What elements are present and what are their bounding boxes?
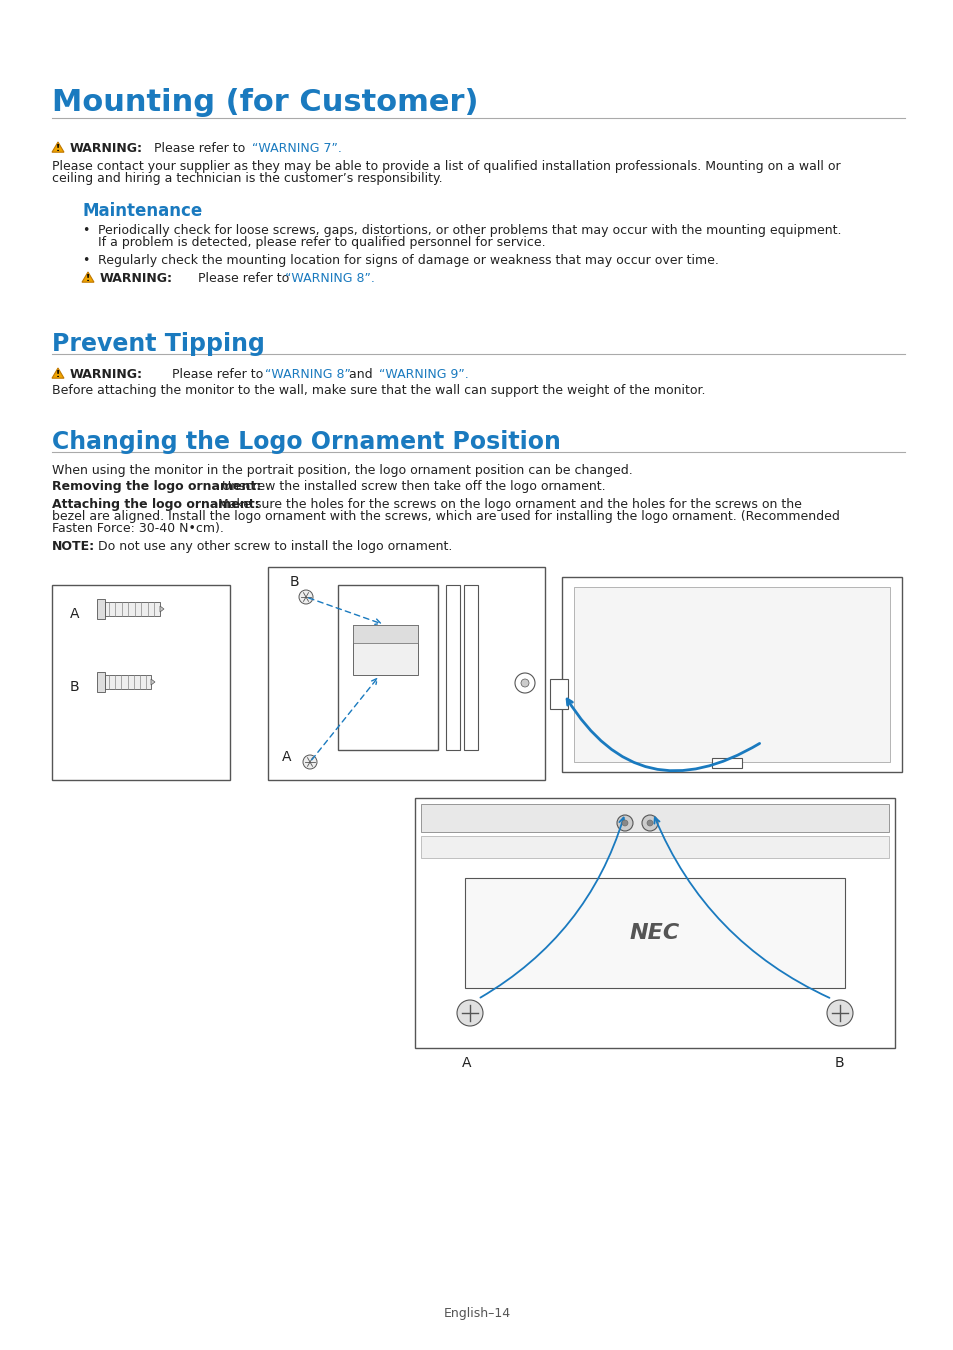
Polygon shape: [151, 679, 154, 684]
Circle shape: [298, 590, 313, 603]
Text: Prevent Tipping: Prevent Tipping: [52, 332, 265, 356]
Polygon shape: [52, 369, 64, 378]
Text: •: •: [82, 224, 90, 238]
Text: NEC: NEC: [629, 923, 679, 944]
Text: Mounting (for Customer): Mounting (for Customer): [52, 88, 478, 117]
Text: Make sure the holes for the screws on the logo ornament and the holes for the sc: Make sure the holes for the screws on th…: [213, 498, 801, 512]
Circle shape: [826, 1000, 852, 1026]
Text: WARNING:: WARNING:: [100, 271, 172, 285]
Bar: [446, 585, 459, 751]
Text: Before attaching the monitor to the wall, make sure that the wall can support th: Before attaching the monitor to the wall…: [52, 383, 705, 397]
Text: NOTE:: NOTE:: [52, 540, 95, 553]
Text: !: !: [86, 274, 90, 284]
Bar: [353, 625, 417, 675]
Bar: [711, 757, 741, 768]
Text: ceiling and hiring a technician is the customer’s responsibility.: ceiling and hiring a technician is the c…: [52, 171, 442, 185]
Bar: [97, 672, 105, 693]
Text: A: A: [70, 608, 79, 621]
Bar: [464, 878, 844, 988]
Text: Changing the Logo Ornament Position: Changing the Logo Ornament Position: [52, 431, 560, 454]
Text: Please refer to: Please refer to: [190, 271, 293, 285]
Bar: [105, 675, 151, 688]
Text: Regularly check the mounting location for signs of damage or weakness that may o: Regularly check the mounting location fo…: [98, 254, 719, 267]
Text: and: and: [345, 369, 376, 381]
Text: WARNING:: WARNING:: [70, 369, 143, 381]
Text: Fasten Force: 30-40 N•cm).: Fasten Force: 30-40 N•cm).: [52, 522, 224, 535]
Bar: [52, 585, 230, 780]
Bar: [337, 585, 437, 751]
Bar: [268, 567, 544, 780]
Text: B: B: [70, 680, 79, 694]
Text: Attaching the logo ornament:: Attaching the logo ornament:: [52, 498, 259, 512]
Text: When using the monitor in the portrait position, the logo ornament position can : When using the monitor in the portrait p…: [52, 464, 632, 477]
Text: B: B: [290, 575, 299, 589]
Circle shape: [303, 755, 316, 770]
Text: WARNING:: WARNING:: [70, 142, 143, 155]
Text: If a problem is detected, please refer to qualified personnel for service.: If a problem is detected, please refer t…: [98, 236, 545, 248]
Bar: [420, 836, 888, 859]
Text: B: B: [834, 1056, 843, 1071]
Text: !: !: [56, 144, 60, 153]
Text: Please contact your supplier as they may be able to provide a list of qualified : Please contact your supplier as they may…: [52, 161, 840, 173]
Circle shape: [641, 815, 658, 832]
Text: “WARNING 7”.: “WARNING 7”.: [252, 142, 341, 155]
Bar: [561, 576, 901, 772]
Polygon shape: [160, 606, 164, 612]
Text: Removing the logo ornament:: Removing the logo ornament:: [52, 481, 261, 493]
Text: English–14: English–14: [443, 1307, 510, 1320]
Circle shape: [617, 815, 633, 832]
Text: •: •: [82, 254, 90, 267]
Bar: [415, 798, 894, 1048]
Bar: [463, 585, 477, 751]
Text: Please refer to: Please refer to: [160, 369, 267, 381]
Polygon shape: [82, 271, 94, 282]
Text: A: A: [461, 1056, 471, 1071]
Text: “WARNING 8”.: “WARNING 8”.: [285, 271, 375, 285]
Circle shape: [456, 1000, 482, 1026]
Text: “WARNING 8”: “WARNING 8”: [265, 369, 351, 381]
Text: Maintenance: Maintenance: [82, 202, 202, 220]
Bar: [353, 625, 417, 643]
Circle shape: [621, 819, 627, 826]
Text: Please refer to: Please refer to: [142, 142, 249, 155]
Text: Unscrew the installed screw then take off the logo ornament.: Unscrew the installed screw then take of…: [218, 481, 605, 493]
Bar: [97, 599, 105, 620]
Text: bezel are aligned. Install the logo ornament with the screws, which are used for: bezel are aligned. Install the logo orna…: [52, 510, 839, 522]
Polygon shape: [52, 142, 64, 153]
Text: A: A: [282, 751, 292, 764]
Bar: [105, 602, 160, 616]
Circle shape: [520, 679, 529, 687]
Circle shape: [515, 674, 535, 693]
Circle shape: [646, 819, 652, 826]
Text: “WARNING 9”.: “WARNING 9”.: [378, 369, 468, 381]
Text: Periodically check for loose screws, gaps, distortions, or other problems that m: Periodically check for loose screws, gap…: [98, 224, 841, 238]
Bar: [550, 679, 567, 709]
Bar: [420, 805, 888, 832]
Bar: [574, 587, 889, 761]
Text: !: !: [56, 370, 60, 379]
Text: Do not use any other screw to install the logo ornament.: Do not use any other screw to install th…: [90, 540, 452, 553]
